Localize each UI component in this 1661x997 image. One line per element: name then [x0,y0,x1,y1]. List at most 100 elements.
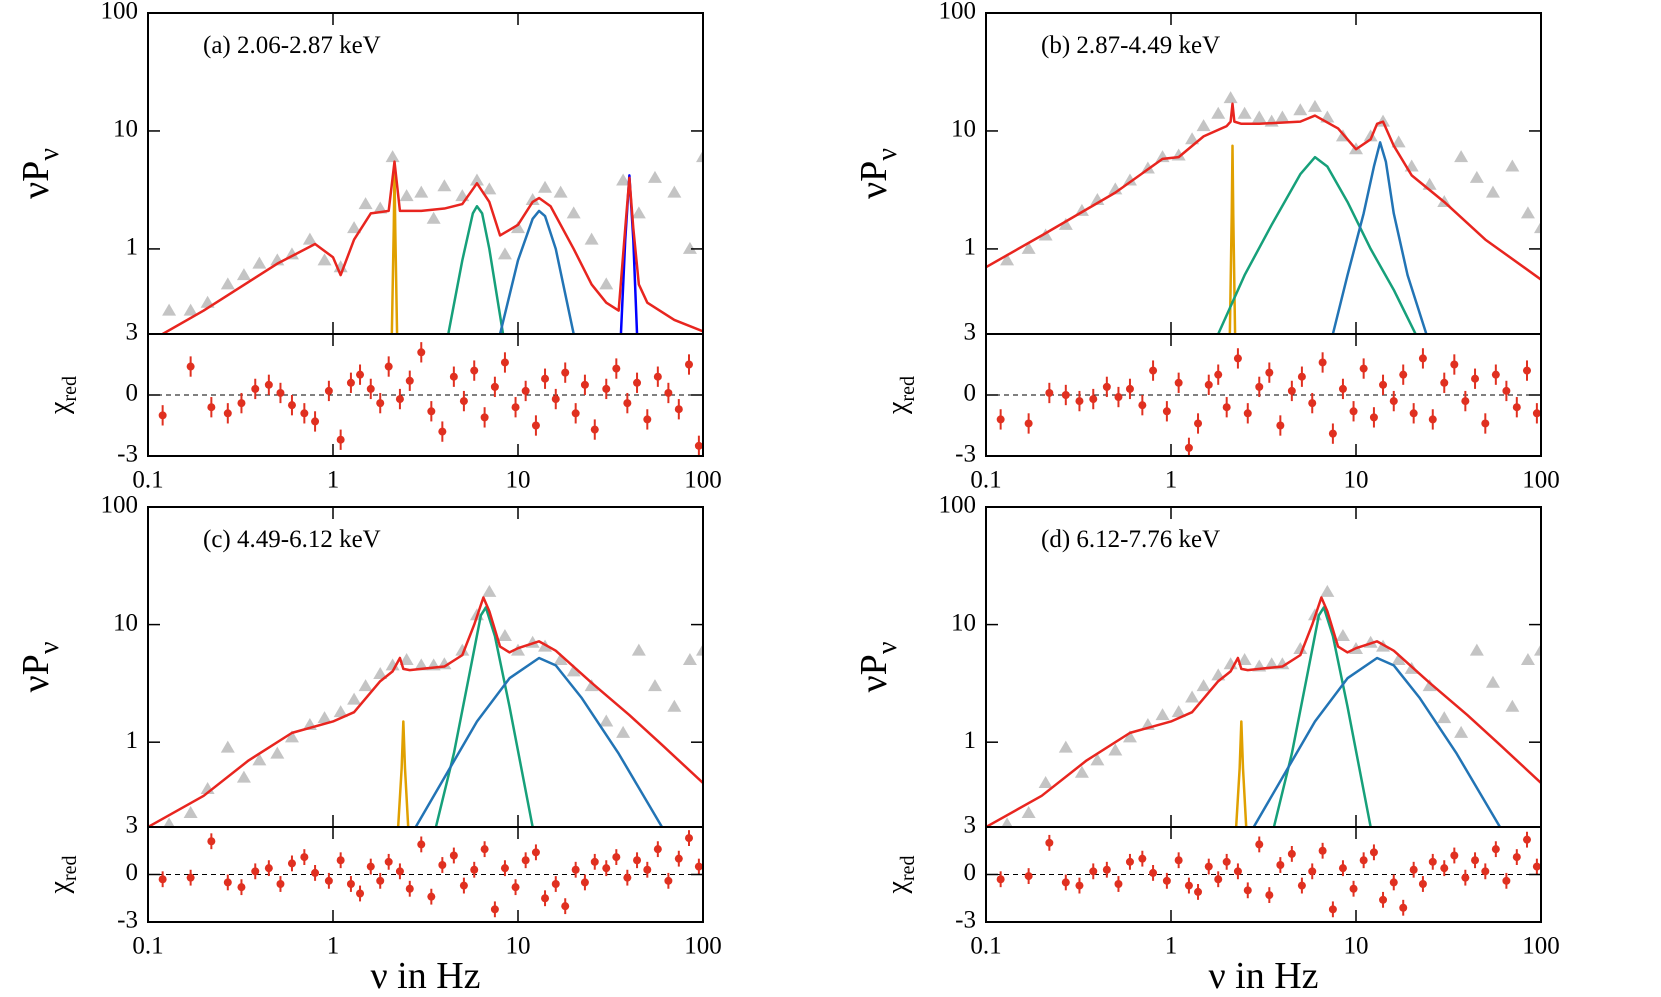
residual-point [551,880,560,888]
data-point [1000,253,1015,266]
data-point [647,679,662,692]
data-point [538,180,553,193]
residual-point [1349,407,1358,416]
data-point [1485,185,1500,198]
residual-point [1214,370,1223,379]
residual-point [1243,886,1252,895]
residual-point [311,417,320,426]
residual-point [1471,374,1480,383]
data-point [599,714,614,727]
panel: 0.1 1 10 100 -3 0 3 χred ν in Hz [882,812,1560,997]
data-point [252,256,267,269]
panel: 1 10 100 νPν (d) 6.12-7.76 keV [853,492,1542,828]
residual-point [1418,354,1427,363]
residual-point [1102,382,1111,391]
y-tick-label: 3 [126,812,139,839]
residual-point [1089,867,1098,876]
data-point [1469,170,1484,183]
residual-point [1389,878,1398,887]
model-curve [390,170,399,334]
residual-point [1243,409,1252,418]
data-point [1454,725,1469,738]
residual-point [684,360,693,369]
residual-point [1162,876,1171,885]
residual-point [633,378,642,387]
residual-point [1318,358,1327,367]
data-point [1363,129,1378,142]
residual-point [500,358,509,367]
residual-point [511,403,520,412]
residual-point [384,857,393,866]
residual-point [490,905,499,914]
y-axis-label-sub: ν [872,148,903,161]
y-axis-label: χred [44,376,81,415]
residual-point [1114,880,1123,888]
residual-point [1204,862,1213,871]
residual-point [1287,849,1296,858]
residual-point [1418,880,1427,888]
x-axis-label: ν in Hz [1208,955,1318,997]
data-point [1307,99,1322,112]
data-point [1122,173,1137,186]
y-axis-label: χred [882,856,919,895]
residual-point [1440,864,1449,873]
panel: 1 10 100 νPν (a) 2.06-2.87 keV [15,0,704,335]
residual-point [264,864,273,873]
axes-frame [985,12,1542,335]
residual-point [531,848,540,857]
data-point [358,679,373,692]
residual-point [287,859,296,868]
panel: 1 10 100 νPν (b) 2.87-4.49 keV [853,0,1542,335]
x-tick-label: 0.1 [132,933,163,960]
residual-point [1409,409,1418,418]
residual-point [590,857,599,866]
data-point [183,303,198,316]
y-tick-label: 3 [964,812,977,839]
y-tick-label: -3 [955,907,976,934]
residual-point [186,873,195,882]
data-point [1454,150,1469,163]
model-curve [1331,141,1428,334]
data-point [358,197,373,210]
data-point [667,185,682,198]
residual-point [158,875,167,884]
plot-area [986,831,1541,918]
residual-point [1194,887,1203,896]
residual-point [366,862,375,871]
residual-point [571,409,580,418]
residual-point [287,401,296,410]
data-point [511,643,525,656]
data-point [1185,132,1200,145]
data-point [1021,805,1036,818]
residual-point [1369,413,1378,422]
residual-point [694,441,703,450]
residual-point [1349,884,1358,893]
y-tick-label: 1 [126,727,139,754]
residual-point [1194,419,1203,428]
residual-point [643,415,652,424]
axes-frame [985,333,1542,457]
data-point [525,192,540,205]
data-point [347,692,362,705]
residual-point [684,834,693,843]
residual-point [1184,443,1193,452]
y-axis-label-sub: ν [872,642,903,655]
residual-point [1297,881,1306,890]
residual-point [1522,366,1531,375]
residual-point [1287,386,1296,395]
y-tick-label: 100 [101,0,139,25]
data-point [1196,119,1211,132]
data-point [399,652,414,665]
residual-point [449,851,458,860]
x-tick-label: 1 [1165,467,1178,494]
data-point [284,247,299,260]
residual-point [1061,391,1070,399]
residual-point [511,883,520,892]
residual-point [1061,878,1070,887]
data-point [1275,110,1290,123]
residual-point [480,845,489,854]
plot-area [148,830,703,918]
data-point [455,643,470,656]
residual-point [480,413,489,422]
residual-point [1149,366,1158,375]
